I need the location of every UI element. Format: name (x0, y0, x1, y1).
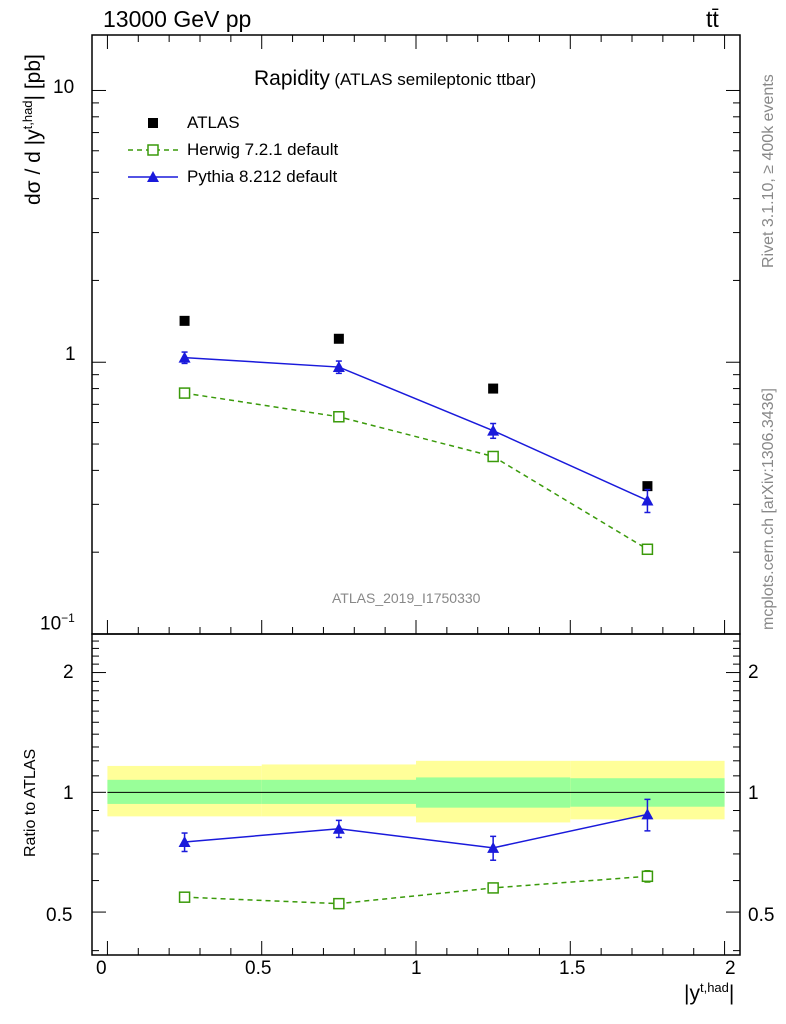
ratio-tick-label-2-left: 2 (63, 662, 74, 683)
ratio-point (487, 882, 499, 894)
y-label-sup: t,had (20, 100, 35, 130)
ratio-point (178, 891, 191, 903)
y-tick-label-1: 1 (65, 344, 76, 365)
ratio-point (641, 808, 654, 820)
main-point (332, 361, 345, 373)
y-axis-label-main: dσ / d |yt,had| [pb] (20, 54, 46, 205)
y-tick-label-10: 10 (53, 77, 75, 98)
ratio-point (641, 870, 654, 883)
ratio-line (184, 813, 648, 849)
analysis-tag: ATLAS_2019_I1750330 (332, 590, 481, 606)
main-point (178, 387, 191, 399)
y-label-post: | [pb] (22, 54, 45, 101)
legend-label-pythia: Pythia 8.212 default (187, 167, 338, 186)
ratio-series-herwig (178, 870, 654, 910)
plot-title-main: Rapidity (254, 67, 330, 90)
ratio-point (333, 897, 345, 910)
x-label-post: | (728, 982, 735, 1005)
legend-label-herwig: Herwig 7.2.1 default (187, 140, 339, 159)
ratio-tick-label-0.5-right: 0.5 (748, 905, 775, 926)
ratio-point (332, 822, 345, 834)
ratio-tick-label-1-right: 1 (748, 783, 759, 804)
main-point (641, 494, 654, 506)
main-point (488, 383, 499, 394)
main-line (184, 356, 648, 502)
header-left: 13000 GeV pp (103, 6, 252, 32)
legend (128, 118, 178, 182)
main-series-pythia (178, 351, 654, 514)
main-point (487, 424, 500, 436)
x-label-base: |y (684, 982, 700, 1005)
main-point (333, 411, 345, 423)
ratio-series-pythia (178, 798, 654, 861)
legend-marker-0 (148, 118, 158, 128)
axis-ticks (92, 35, 740, 955)
ratio-point (487, 841, 500, 853)
plot-title-sub: (ATLAS semileptonic ttbar) (334, 70, 537, 89)
legend-marker-1 (147, 144, 159, 156)
main-point (179, 315, 190, 326)
x-tick-label-1.5: 1.5 (559, 958, 586, 979)
ratio-tick-label-0.5-left: 0.5 (46, 905, 73, 926)
x-tick-label-0.5: 0.5 (245, 958, 272, 979)
ratio-line (184, 875, 648, 905)
ratio-point (178, 836, 191, 848)
legend-marker-2 (147, 171, 159, 182)
x-label-sup: t,had (699, 980, 729, 995)
x-tick-label-1: 1 (411, 958, 422, 979)
y-tick-label-0.1: 10−1 (40, 611, 75, 635)
main-point (333, 333, 344, 344)
x-tick-label-2: 2 (725, 958, 736, 979)
x-axis-label: |yt,had| (684, 980, 734, 1006)
ratio-tick-label-2-right: 2 (748, 662, 759, 683)
legend-label-atlas: ATLAS (187, 113, 240, 132)
series-layer (178, 315, 654, 910)
ratio-uncertainty-bands (107, 760, 725, 823)
main-point (487, 450, 499, 463)
header-right: tt̄ (706, 6, 719, 32)
rivet-label: Rivet 3.1.10, ≥ 400k events (760, 74, 777, 268)
y-label-pre: dσ / d |y (22, 129, 45, 205)
mcplots-label: mcplots.cern.ch [arXiv:1306.3436] (760, 388, 777, 630)
x-tick-label-0: 0 (96, 958, 107, 979)
main-series-herwig (178, 387, 654, 556)
main-series-atlas (179, 315, 653, 492)
y-axis-label-ratio: Ratio to ATLAS (22, 748, 39, 857)
main-point (642, 481, 653, 492)
plot-title: Rapidity (ATLAS semileptonic ttbar) (254, 67, 536, 91)
ratio-tick-label-1-left: 1 (63, 783, 74, 804)
main-point (178, 351, 191, 363)
main-line (184, 392, 648, 550)
main-point (641, 543, 654, 556)
